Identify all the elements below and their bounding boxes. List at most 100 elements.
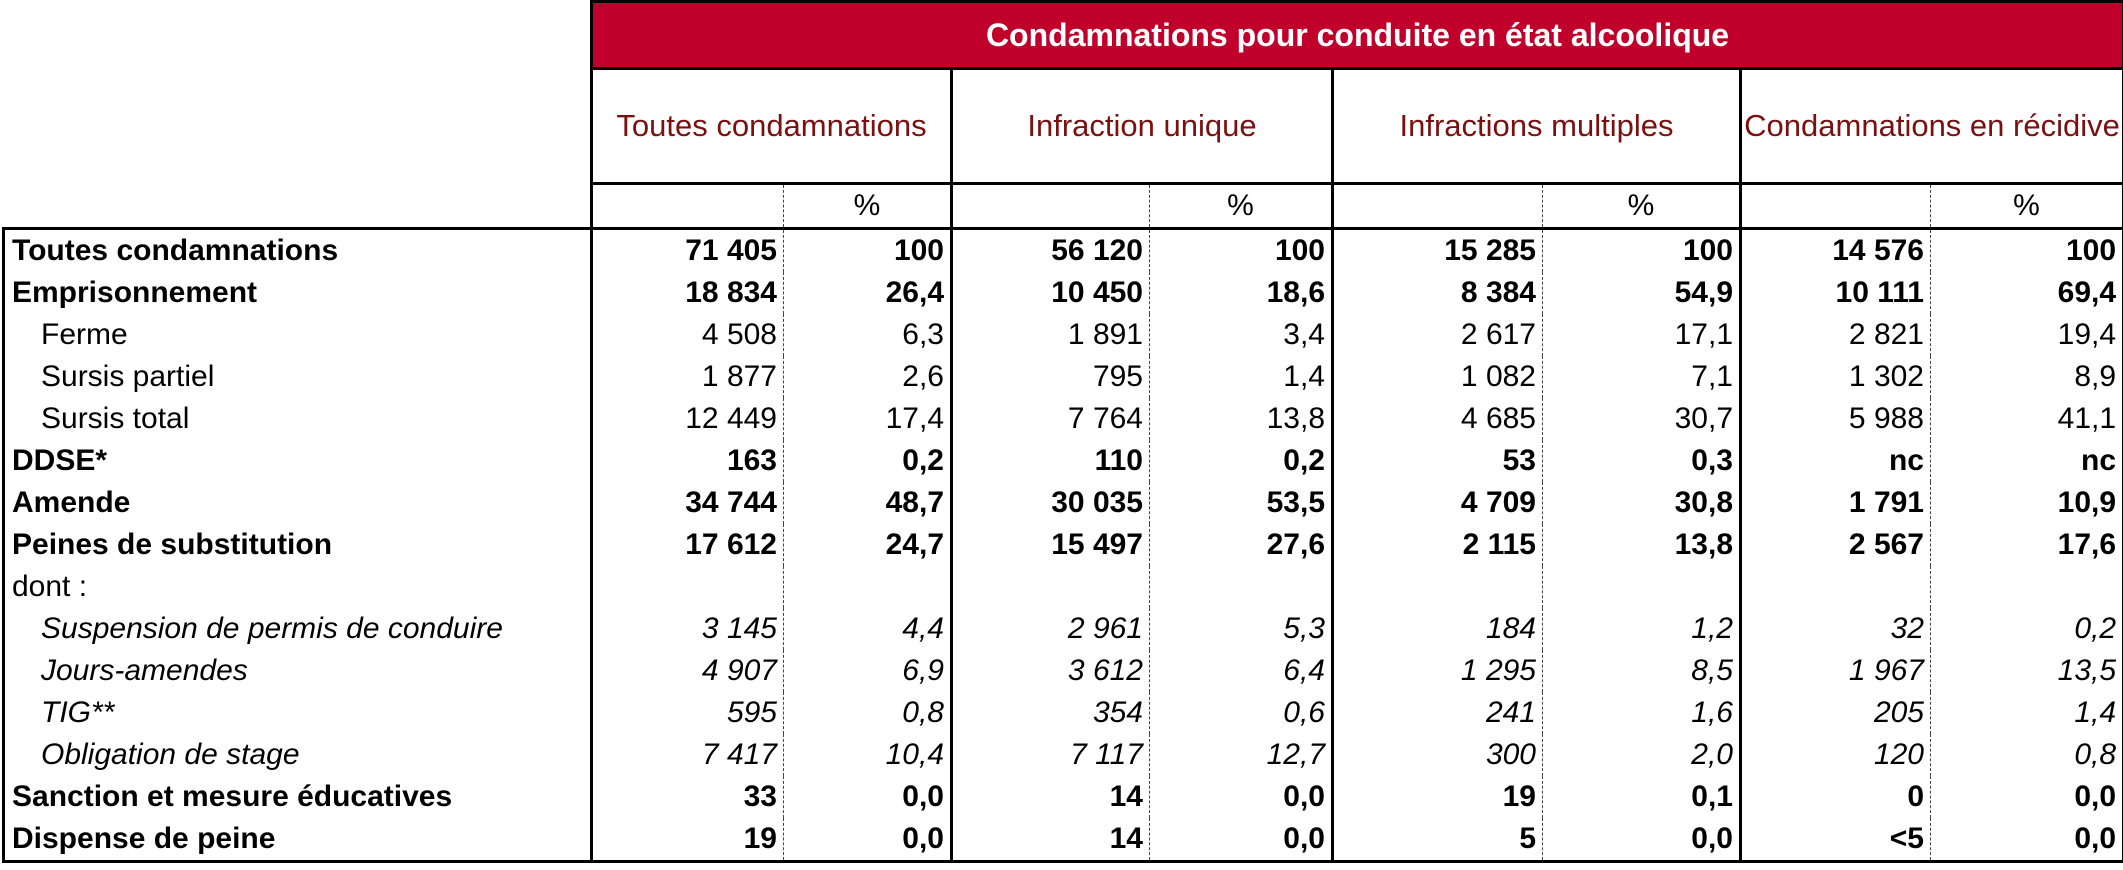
count-cell: 4 685 <box>1331 398 1543 440</box>
percent-cell: 48,7 <box>783 482 953 524</box>
table-row: Peines de substitution 17 612 24,7 15 497 27… <box>2 524 2123 566</box>
count-cell: 7 764 <box>950 398 1150 440</box>
count-cell: 300 <box>1331 734 1543 776</box>
table-row: Obligation de stage 7 417 10,4 7 117 12,7 300… <box>2 734 2123 776</box>
count-cell: 2 961 <box>950 608 1150 650</box>
count-cell: 2 115 <box>1331 524 1543 566</box>
percent-cell: 26,4 <box>783 272 953 314</box>
count-cell: 12 449 <box>590 398 784 440</box>
group-header-unique: Infraction unique <box>950 67 1334 185</box>
count-cell: 241 <box>1331 692 1543 734</box>
percent-cell: 0,0 <box>1930 818 2123 863</box>
count-subheader <box>1331 183 1543 230</box>
count-cell: 15 285 <box>1331 228 1543 272</box>
pct-subheader: % <box>1542 183 1742 230</box>
count-cell: 354 <box>950 692 1150 734</box>
percent-cell: 4,4 <box>783 608 953 650</box>
count-cell: 1 082 <box>1331 356 1543 398</box>
table-row: Dispense de peine 19 0,0 14 0,0 5 0,0 <5 0,0 <box>2 818 2123 863</box>
count-cell: 163 <box>590 440 784 482</box>
percent-cell <box>1542 566 1742 608</box>
percent-cell: 17,4 <box>783 398 953 440</box>
count-cell: 19 <box>1331 776 1543 818</box>
corner-blank <box>4 2 592 69</box>
percent-cell <box>1149 566 1334 608</box>
percent-cell: 54,9 <box>1542 272 1742 314</box>
corner-blank <box>4 69 592 184</box>
table-row: Sanction et mesure éducatives 33 0,0 14 0,0 1… <box>2 776 2123 818</box>
pct-subheader: % <box>1930 183 2123 230</box>
row-label: Suspension de permis de conduire <box>2 608 592 650</box>
group-header-recidive: Condamnations en récidive <box>1738 67 2123 185</box>
count-cell: 53 <box>1331 440 1543 482</box>
count-cell: 4 907 <box>590 650 784 692</box>
percent-cell: 2,0 <box>1542 734 1742 776</box>
count-cell: 18 834 <box>590 272 784 314</box>
percent-cell: 30,7 <box>1542 398 1742 440</box>
percent-cell <box>1930 566 2123 608</box>
count-cell: 56 120 <box>950 228 1150 272</box>
row-label: Amende <box>2 482 592 524</box>
row-label: Jours-amendes <box>2 650 592 692</box>
percent-cell: 1,6 <box>1542 692 1742 734</box>
count-cell: 14 <box>950 776 1150 818</box>
table-row: dont : <box>2 566 2123 608</box>
group-header-multiples: Infractions multiples <box>1331 67 1742 185</box>
percent-cell: 100 <box>1930 228 2123 272</box>
percent-cell: 0,2 <box>783 440 953 482</box>
percent-cell: 53,5 <box>1149 482 1334 524</box>
percent-cell: 0,2 <box>1930 608 2123 650</box>
count-cell <box>950 566 1150 608</box>
count-cell: 15 497 <box>950 524 1150 566</box>
table-row: Suspension de permis de conduire 3 145 4,4… <box>2 608 2123 650</box>
count-cell: 10 450 <box>950 272 1150 314</box>
count-subheader <box>590 183 784 230</box>
percent-cell: 13,5 <box>1930 650 2123 692</box>
pct-subheader: % <box>1149 183 1334 230</box>
table-title: Condamnations pour conduite en état alco… <box>589 0 2123 69</box>
count-cell: 1 967 <box>1739 650 1931 692</box>
count-cell: 184 <box>1331 608 1543 650</box>
percent-cell: 17,1 <box>1542 314 1742 356</box>
count-cell: 2 617 <box>1331 314 1543 356</box>
count-cell <box>1331 566 1543 608</box>
percent-cell: 18,6 <box>1149 272 1334 314</box>
table-row: Emprisonnement 18 834 26,4 10 450 18,6 8 384 5… <box>2 272 2123 314</box>
table-row: DDSE* 163 0,2 110 0,2 53 0,3 nc nc <box>2 440 2123 482</box>
table-body: Toutes condamnations 71 405 100 56 120 100 15… <box>2 228 2123 863</box>
table-row: Toutes condamnations 71 405 100 56 120 100 15… <box>2 228 2123 272</box>
percent-cell: 0,0 <box>1542 818 1742 863</box>
percent-cell: 17,6 <box>1930 524 2123 566</box>
table-row: Amende 34 744 48,7 30 035 53,5 4 709 30,8 1 791… <box>2 482 2123 524</box>
row-label: Peines de substitution <box>2 524 592 566</box>
percent-cell: nc <box>1930 440 2123 482</box>
percent-cell: 0,3 <box>1542 440 1742 482</box>
row-label: Sursis partiel <box>2 356 592 398</box>
count-cell: 1 791 <box>1739 482 1931 524</box>
count-cell: 14 576 <box>1739 228 1931 272</box>
percent-cell: 5,3 <box>1149 608 1334 650</box>
count-subheader <box>1739 183 1931 230</box>
percent-cell: 27,6 <box>1149 524 1334 566</box>
group-header-toutes: Toutes condamnations <box>590 67 953 185</box>
count-cell: 7 117 <box>950 734 1150 776</box>
count-cell: 1 877 <box>590 356 784 398</box>
count-cell: 14 <box>950 818 1150 863</box>
count-cell: nc <box>1739 440 1931 482</box>
row-label: Ferme <box>2 314 592 356</box>
percent-cell: 0,6 <box>1149 692 1334 734</box>
count-cell: 71 405 <box>590 228 784 272</box>
count-cell: 110 <box>950 440 1150 482</box>
row-label: Sanction et mesure éducatives <box>2 776 592 818</box>
percent-cell: 13,8 <box>1542 524 1742 566</box>
percent-cell <box>783 566 953 608</box>
corner-blank <box>3 183 592 230</box>
percent-cell: 10,9 <box>1930 482 2123 524</box>
count-cell: 0 <box>1739 776 1931 818</box>
percent-cell: 0,8 <box>783 692 953 734</box>
percent-cell: 69,4 <box>1930 272 2123 314</box>
percent-cell: 1,4 <box>1930 692 2123 734</box>
percent-cell: 3,4 <box>1149 314 1334 356</box>
count-cell: 795 <box>950 356 1150 398</box>
count-cell: 7 417 <box>590 734 784 776</box>
